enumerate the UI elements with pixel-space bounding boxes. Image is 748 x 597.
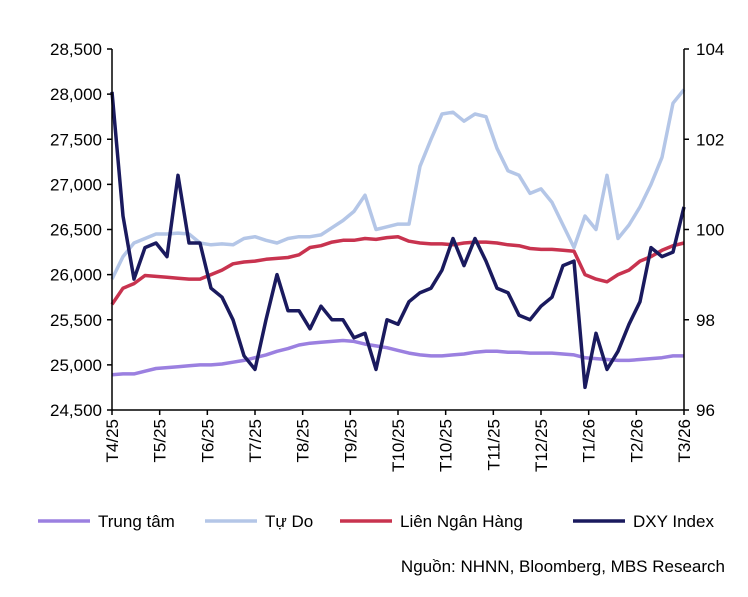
y-left-tick-label: 25,500 [50,311,102,330]
y-left-tick-label: 26,000 [50,266,102,285]
x-tick-label: T5/25 [151,419,170,462]
series-line-2 [110,234,685,306]
y-right-tick-label: 100 [696,221,724,240]
y-right-tick-label: 104 [696,40,724,59]
x-tick-label: T9/25 [341,419,360,462]
legend-label-2: Liên Ngân Hàng [400,512,523,531]
legend-label-1: Tự Do [265,512,313,531]
series-line-1 [110,88,686,280]
series-line-3 [110,91,686,390]
source-note: Nguồn: NHNN, Bloomberg, MBS Research [401,557,725,576]
x-tick-label: T3/26 [675,419,694,462]
x-tick-label: T1/26 [580,419,599,462]
series-layer [110,88,686,390]
y-left-tick-label: 24,500 [50,401,102,420]
x-tick-label: T10/25 [437,419,456,472]
y-left-tick-label: 28,500 [50,40,102,59]
axes-layer: 24,500 25,000 25,500 26,000 26,500 27,000 27,5… [50,40,724,472]
x-tick-label: T6/25 [198,419,217,462]
legend: Trung tâm Tự Do Liên Ngân Hàng DXY Index [38,512,714,531]
y-right-tick-label: 98 [696,311,715,330]
y-left-tick-label: 25,000 [50,356,102,375]
y-left-tick-label: 28,000 [50,85,102,104]
y-left-tick-label: 26,500 [50,221,102,240]
x-tick-label: T8/25 [294,419,313,462]
y-left-tick-label: 27,500 [50,130,102,149]
x-tick-label: T7/25 [246,419,265,462]
x-tick-label: T4/25 [103,419,122,462]
x-tick-label: T10/25 [389,419,408,472]
x-tick-label: T12/25 [532,419,551,472]
series-line-0 [111,338,684,377]
x-tick-label: T11/25 [484,419,503,471]
y-right-tick-label: 102 [696,130,724,149]
legend-label-3: DXY Index [633,512,714,531]
y-left-tick-label: 27,000 [50,175,102,194]
legend-label-0: Trung tâm [98,512,175,531]
x-tick-label: T2/26 [627,419,646,462]
y-right-tick-label: 96 [696,401,715,420]
